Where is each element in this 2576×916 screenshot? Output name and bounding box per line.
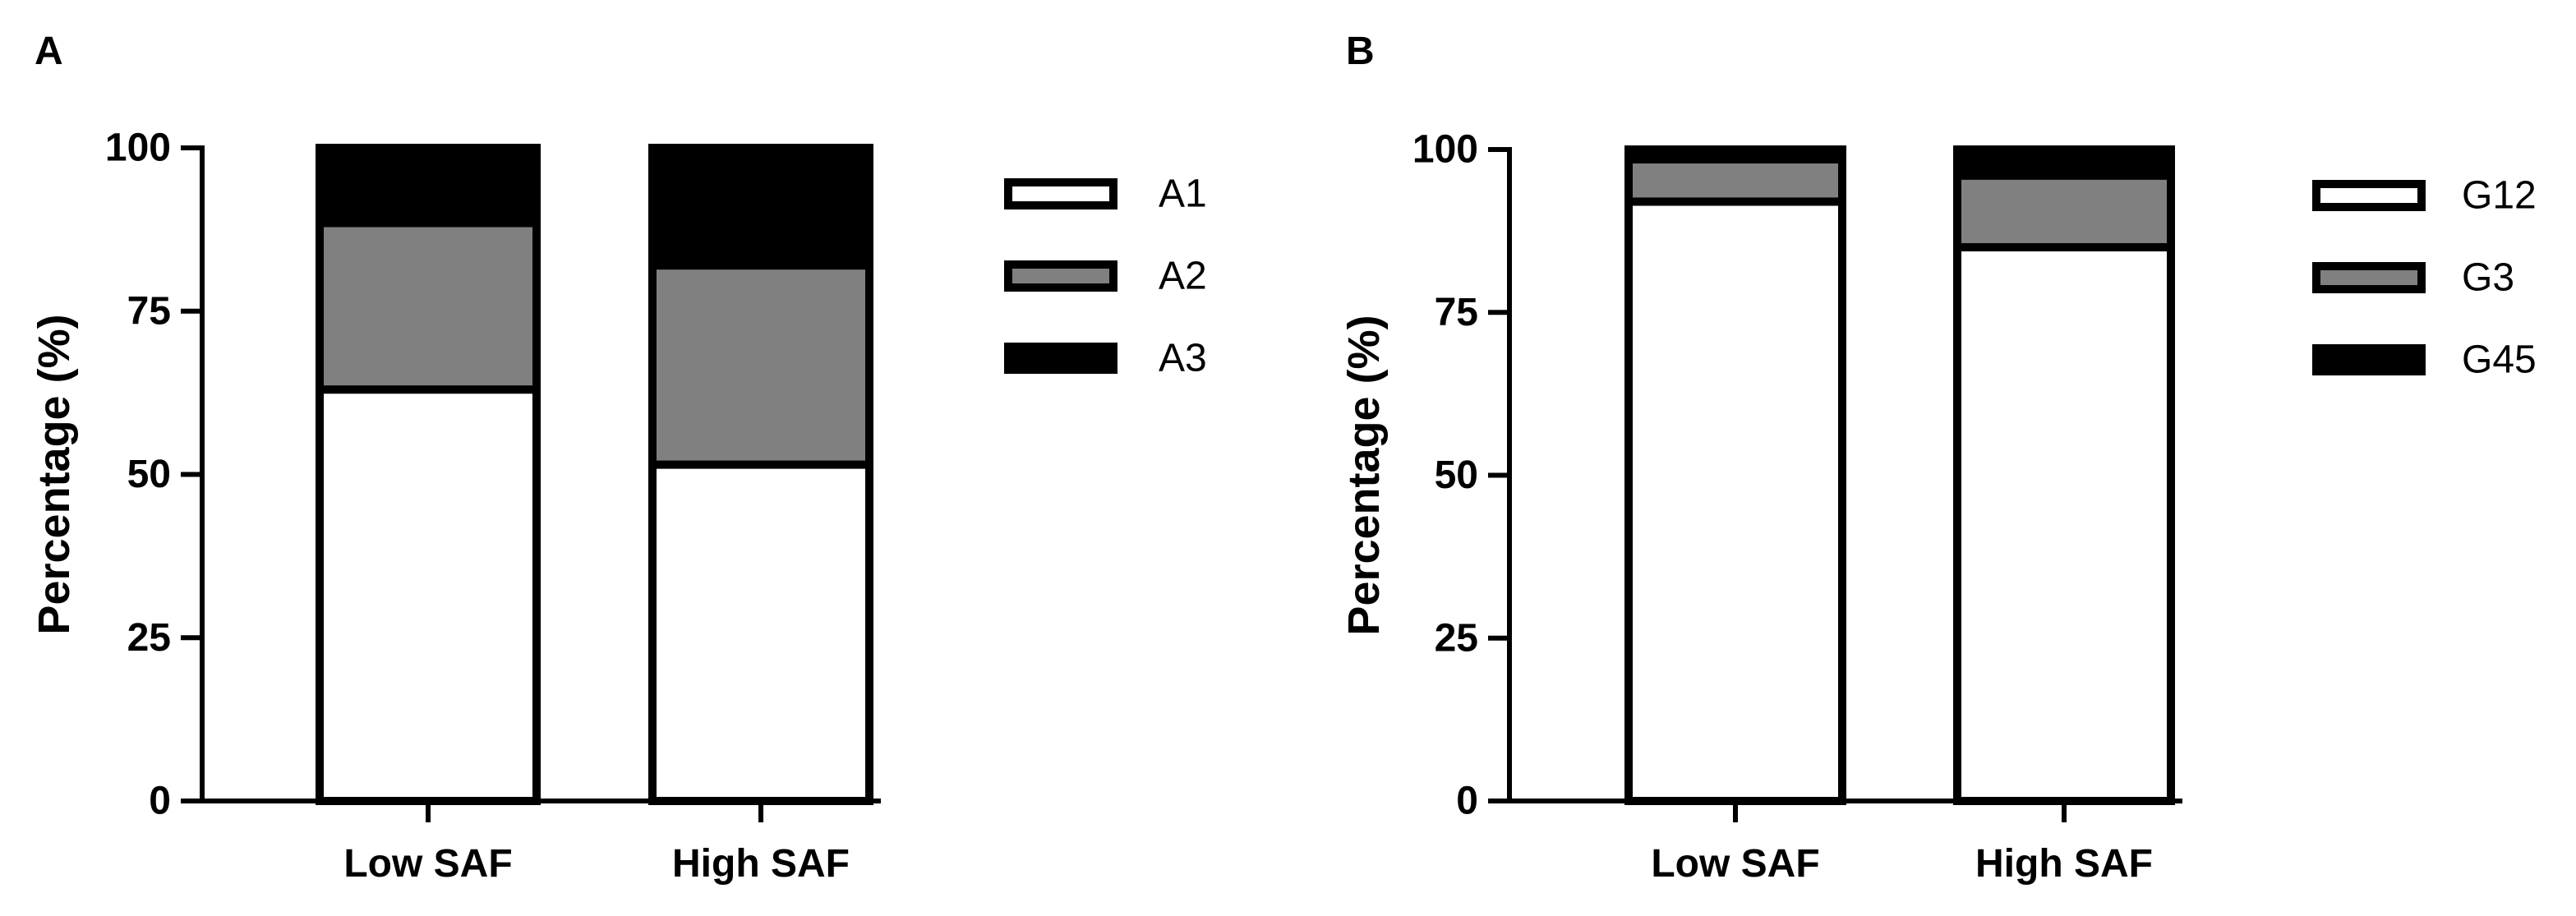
bar-low-saf-g3 bbox=[1624, 154, 1846, 206]
panel-label: B bbox=[1346, 30, 1375, 73]
legend: G12 G3 G45 bbox=[2312, 174, 2537, 382]
y-tick-label: 75 bbox=[127, 289, 171, 333]
bar-high-saf-g45 bbox=[1953, 145, 2175, 180]
y-tick-label: 0 bbox=[149, 780, 171, 823]
bar-high-saf-a3 bbox=[648, 144, 873, 270]
y-tick-label: 50 bbox=[127, 453, 171, 496]
bar-low-saf-a3 bbox=[316, 144, 541, 228]
legend-swatch-a2 bbox=[1004, 260, 1117, 292]
bar-low-saf-g45 bbox=[1624, 145, 1846, 163]
y-tick-label: 25 bbox=[1435, 616, 1478, 660]
legend-swatch-g12 bbox=[2312, 180, 2426, 211]
x-tick-label: High SAF bbox=[1975, 842, 2153, 886]
bar-low-saf-a2 bbox=[316, 219, 541, 394]
legend-label-a1: A1 bbox=[1159, 173, 1207, 216]
legend-swatch-a1 bbox=[1004, 178, 1117, 209]
y-tick-label: 100 bbox=[1412, 128, 1478, 172]
bar-low-saf-a1 bbox=[316, 385, 541, 805]
panel-a: A Percentage (%) Low SAF High SAF 0 25 50 75 100… bbox=[30, 30, 1207, 886]
y-tick-label: 100 bbox=[105, 127, 171, 170]
bar-low-saf-g12 bbox=[1624, 197, 1846, 805]
legend-label-a3: A3 bbox=[1159, 337, 1207, 380]
y-tick-label: 0 bbox=[1456, 780, 1478, 823]
panel-b: B Percentage (%) Low SAF High SAF 0 25 50 75 100… bbox=[1339, 30, 2537, 886]
x-tick-label: High SAF bbox=[672, 842, 850, 886]
legend-swatch-g3 bbox=[2312, 262, 2426, 293]
bar-high-saf-g12 bbox=[1953, 242, 2175, 805]
bar-high-saf-g3 bbox=[1953, 171, 2175, 251]
y-tick-label: 75 bbox=[1435, 291, 1478, 334]
legend-label-g3: G3 bbox=[2462, 256, 2514, 300]
legend: A1 A2 A3 bbox=[1004, 173, 1207, 380]
legend-swatch-g45 bbox=[2312, 344, 2426, 375]
bar-high-saf-a1 bbox=[648, 460, 873, 805]
bar-high-saf-a2 bbox=[648, 261, 873, 469]
y-axis-title: Percentage (%) bbox=[1339, 315, 1389, 635]
x-tick-label: Low SAF bbox=[1651, 842, 1819, 886]
x-tick-label: Low SAF bbox=[343, 842, 512, 886]
legend-label-g45: G45 bbox=[2462, 338, 2537, 382]
legend-label-g12: G12 bbox=[2462, 174, 2537, 218]
y-tick-label: 25 bbox=[127, 616, 171, 660]
y-tick-label: 50 bbox=[1435, 453, 1478, 497]
legend-label-a2: A2 bbox=[1159, 255, 1207, 298]
y-axis-title: Percentage (%) bbox=[30, 314, 79, 634]
legend-swatch-a3 bbox=[1004, 343, 1117, 374]
panel-label: A bbox=[35, 30, 63, 73]
